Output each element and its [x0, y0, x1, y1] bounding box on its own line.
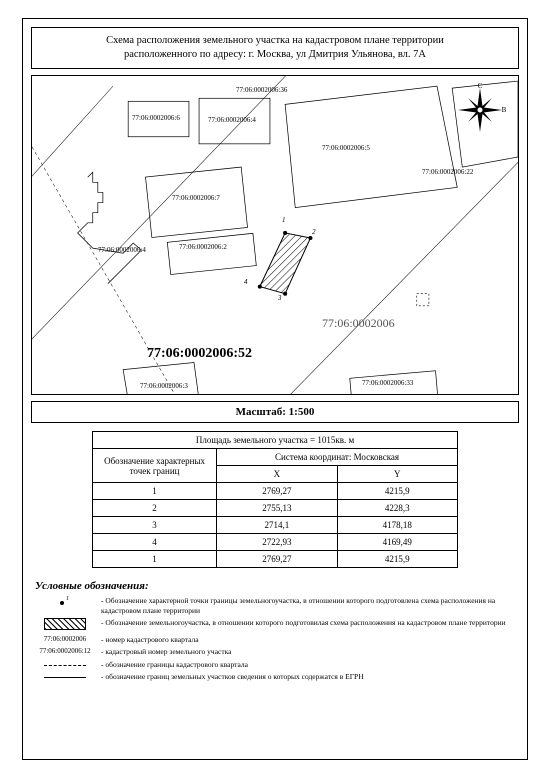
lbl-p36: 77:06:0002006:36 — [236, 86, 287, 94]
scale-box: Масштаб: 1:500 — [31, 401, 519, 423]
title-box: Схема расположения земельного участка на… — [31, 27, 519, 69]
lbl-pt2: 2 — [312, 228, 316, 236]
area-row: Площадь земельного участка = 1015кв. м — [93, 432, 458, 449]
coordinates-table: Площадь земельного участка = 1015кв. м О… — [92, 431, 458, 568]
lbl-big: 77:06:0002006:52 — [147, 346, 252, 362]
hatch-icon — [44, 618, 86, 630]
lbl-pt1: 1 — [282, 216, 286, 224]
table-row: 12769,274215,9 — [93, 551, 458, 568]
table-row: 12769,274215,9 — [93, 483, 458, 500]
legend-kvartal-txt: - номер кадастрового квартала — [101, 635, 515, 644]
lbl-p7: 77:06:0002006:4 — [98, 246, 146, 254]
dashed-line-icon — [44, 665, 86, 666]
table-row: 42722,934169,49 — [93, 534, 458, 551]
compass-e: В — [502, 106, 507, 114]
legend-kvartal-num: 77:06:0002006 — [35, 635, 95, 643]
legend-parcel-txt: - кадастровый номер земельного участка — [101, 647, 515, 656]
lbl-p3: 77:06:0002006:3 — [140, 382, 188, 390]
legend-hatch: - Обозначение земельногоучастка, в отнош… — [101, 618, 515, 627]
title-line2: расположенного по адресу: г. Москва, ул … — [42, 48, 508, 62]
point-marker-icon — [58, 596, 72, 606]
lbl-pt3: 3 — [278, 294, 282, 302]
lbl-p6: 77:06:0002006:6 — [132, 114, 180, 122]
compass-rose-icon: С В — [452, 82, 508, 138]
lbl-p7b: 77:06:0002006:7 — [172, 194, 220, 202]
lbl-p22: 77:06:0002006:22 — [422, 168, 473, 176]
table-row: 32714,14178,18 — [93, 517, 458, 534]
lbl-p33: 77:06:0002006:33 — [362, 379, 413, 387]
lbl-p5: 77:06:0002006:5 — [322, 144, 370, 152]
solid-line-icon — [44, 677, 86, 678]
col-y: Y — [337, 466, 457, 483]
col-x: X — [217, 466, 337, 483]
table-row: 22755,134228,3 — [93, 500, 458, 517]
legend-parcel-num: 77:06:0002006:12 — [35, 647, 95, 655]
col-sys: Система координат: Московская — [217, 449, 458, 466]
legend-point: - Обозначение характерной точки границы … — [101, 596, 515, 615]
legend-solid: - обозначение границ земельных участков … — [101, 672, 515, 681]
lbl-pt4: 4 — [244, 278, 248, 286]
legend: - Обозначение характерной точки границы … — [31, 596, 519, 684]
title-line1: Схема расположения земельного участка на… — [42, 34, 508, 48]
cadastral-map: С В 77:06:0002006:36 77:06:0002006:6 77:… — [31, 75, 519, 395]
map-svg — [32, 76, 518, 395]
legend-title: Условные обозначения: — [35, 580, 519, 592]
legend-dash: - обозначение границы кадастрового кварт… — [101, 660, 515, 669]
lbl-p2: 77:06:0002006:2 — [179, 243, 227, 251]
compass-n: С — [478, 82, 483, 90]
lbl-p4: 77:06:0002006:4 — [208, 116, 256, 124]
scale-label: Масштаб: 1:500 — [236, 406, 315, 418]
lbl-quarter: 77:06:0002006 — [322, 316, 395, 331]
col-obozn: Обозначение характерных точек границ — [93, 449, 217, 483]
